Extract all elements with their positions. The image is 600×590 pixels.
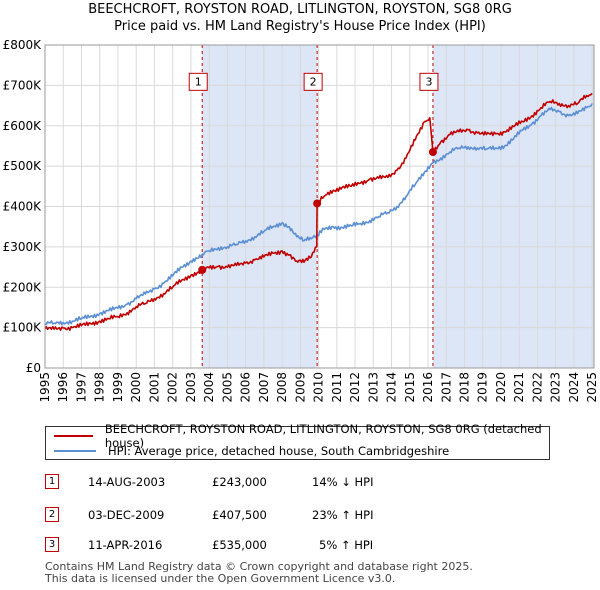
footer-licence: This data is licensed under the Open Gov… bbox=[45, 572, 396, 585]
y-tick-label: £200K bbox=[3, 280, 43, 294]
x-tick-label: 2007 bbox=[257, 372, 271, 403]
event-label: 1 bbox=[195, 75, 202, 88]
x-tick-label: 2011 bbox=[330, 372, 344, 403]
x-tick-label: 2016 bbox=[421, 372, 435, 403]
x-tick-label: 2020 bbox=[494, 372, 508, 403]
transaction-hpi: 5% ↑ HPI bbox=[319, 538, 374, 552]
x-tick-label: 2012 bbox=[348, 372, 362, 403]
y-tick-label: £100K bbox=[3, 321, 43, 335]
x-tick-label: 2021 bbox=[512, 372, 526, 403]
y-tick-label: £800K bbox=[3, 38, 43, 52]
chart-subtitle: Price paid vs. HM Land Registry's House … bbox=[114, 19, 486, 34]
x-tick-label: 2001 bbox=[147, 372, 161, 403]
x-tick-label: 2018 bbox=[458, 372, 472, 403]
x-tick-label: 2003 bbox=[184, 372, 198, 403]
legend-property-label: BEECHCROFT, ROYSTON ROAD, LITLINGTON, RO… bbox=[104, 422, 542, 450]
x-tick-label: 2002 bbox=[166, 372, 180, 403]
x-tick-label: 2009 bbox=[293, 372, 307, 403]
x-tick-label: 2006 bbox=[239, 372, 253, 403]
event-label-box bbox=[303, 72, 323, 91]
transaction-date: 14-AUG-2003 bbox=[88, 475, 166, 489]
transaction-date: 03-DEC-2009 bbox=[88, 508, 165, 522]
transaction-hpi: 14% ↓ HPI bbox=[312, 475, 374, 489]
hpi-line-swatch bbox=[54, 450, 96, 452]
x-tick-label: 2024 bbox=[567, 372, 581, 403]
transaction-price: £535,000 bbox=[212, 538, 267, 552]
event-label-box bbox=[419, 72, 439, 91]
x-tick-label: 2023 bbox=[549, 372, 563, 403]
event-label: 3 bbox=[425, 75, 432, 88]
y-tick-label: £600K bbox=[3, 119, 43, 133]
y-tick-label: £500K bbox=[3, 159, 43, 173]
property-line-swatch bbox=[54, 435, 93, 437]
hpi-line bbox=[44, 103, 593, 326]
plot-border bbox=[44, 44, 595, 369]
transaction-price: £407,500 bbox=[212, 508, 267, 522]
transaction-number-box: 3 bbox=[45, 537, 59, 552]
sale-point-marker bbox=[313, 199, 322, 208]
x-tick-label: 2004 bbox=[202, 372, 216, 403]
x-tick-label: 2014 bbox=[385, 372, 399, 403]
x-tick-label: 2008 bbox=[275, 372, 289, 403]
x-tick-label: 2013 bbox=[366, 372, 380, 403]
x-tick-label: 2010 bbox=[312, 372, 326, 403]
transaction-date: 11-APR-2016 bbox=[88, 538, 163, 552]
event-label: 2 bbox=[310, 75, 317, 88]
y-tick-label: £300K bbox=[3, 240, 43, 254]
x-tick-label: 1995 bbox=[38, 372, 52, 403]
x-tick-label: 2005 bbox=[220, 372, 234, 403]
y-tick-label: £400K bbox=[3, 200, 43, 214]
sale-point-marker bbox=[198, 265, 207, 274]
sale-point-marker bbox=[428, 147, 437, 156]
legend-hpi-label: HPI: Average price, detached house, Sout… bbox=[108, 444, 450, 458]
x-tick-label: 1996 bbox=[56, 372, 70, 403]
x-tick-label: 2025 bbox=[585, 372, 599, 403]
x-tick-label: 1998 bbox=[93, 372, 107, 403]
footer-copyright: Contains HM Land Registry data © Crown c… bbox=[45, 560, 473, 573]
chart-title: BEECHCROFT, ROYSTON ROAD, LITLINGTON, RO… bbox=[88, 2, 512, 17]
transaction-hpi: 23% ↑ HPI bbox=[312, 508, 374, 522]
x-tick-label: 2019 bbox=[476, 372, 490, 403]
x-tick-label: 1999 bbox=[111, 372, 125, 403]
event-label-box bbox=[188, 72, 208, 91]
legend-item-hpi: HPI: Average price, detached house, Sout… bbox=[54, 443, 449, 459]
transaction-number-box: 2 bbox=[45, 507, 59, 522]
y-tick-label: £700K bbox=[3, 78, 43, 92]
legend-item-property: BEECHCROFT, ROYSTON ROAD, LITLINGTON, RO… bbox=[54, 422, 549, 450]
transaction-price: £243,000 bbox=[212, 475, 267, 489]
x-tick-label: 2017 bbox=[439, 372, 453, 403]
legend: BEECHCROFT, ROYSTON ROAD, LITLINGTON, RO… bbox=[45, 422, 550, 460]
y-tick-label: £0 bbox=[26, 361, 41, 375]
x-tick-label: 2000 bbox=[129, 372, 143, 403]
transaction-number-box: 1 bbox=[45, 474, 59, 489]
property-price-line bbox=[44, 92, 593, 332]
x-tick-label: 1997 bbox=[74, 372, 88, 403]
x-tick-label: 2022 bbox=[530, 372, 544, 403]
price-chart: £0 £100K £200K £300K £400K £500K £600K £700K £80… bbox=[3, 38, 600, 403]
x-tick-label: 2015 bbox=[403, 372, 417, 403]
